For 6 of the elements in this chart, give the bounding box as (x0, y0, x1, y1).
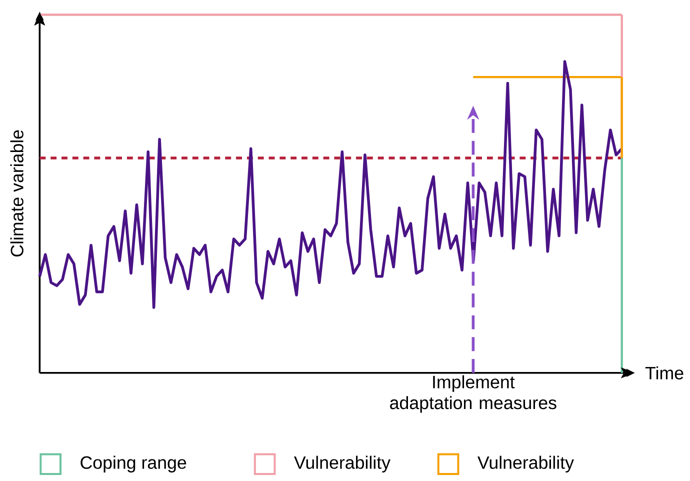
y-axis-title: Climate variable (10, 130, 24, 256)
x-axis-title: Time (645, 366, 684, 380)
text: Implement adaptation measures (390, 375, 556, 413)
text: Coping range (80, 456, 186, 472)
legend-label: Vulnerability (478, 456, 574, 472)
legend-label: Vulnerability (294, 456, 390, 472)
